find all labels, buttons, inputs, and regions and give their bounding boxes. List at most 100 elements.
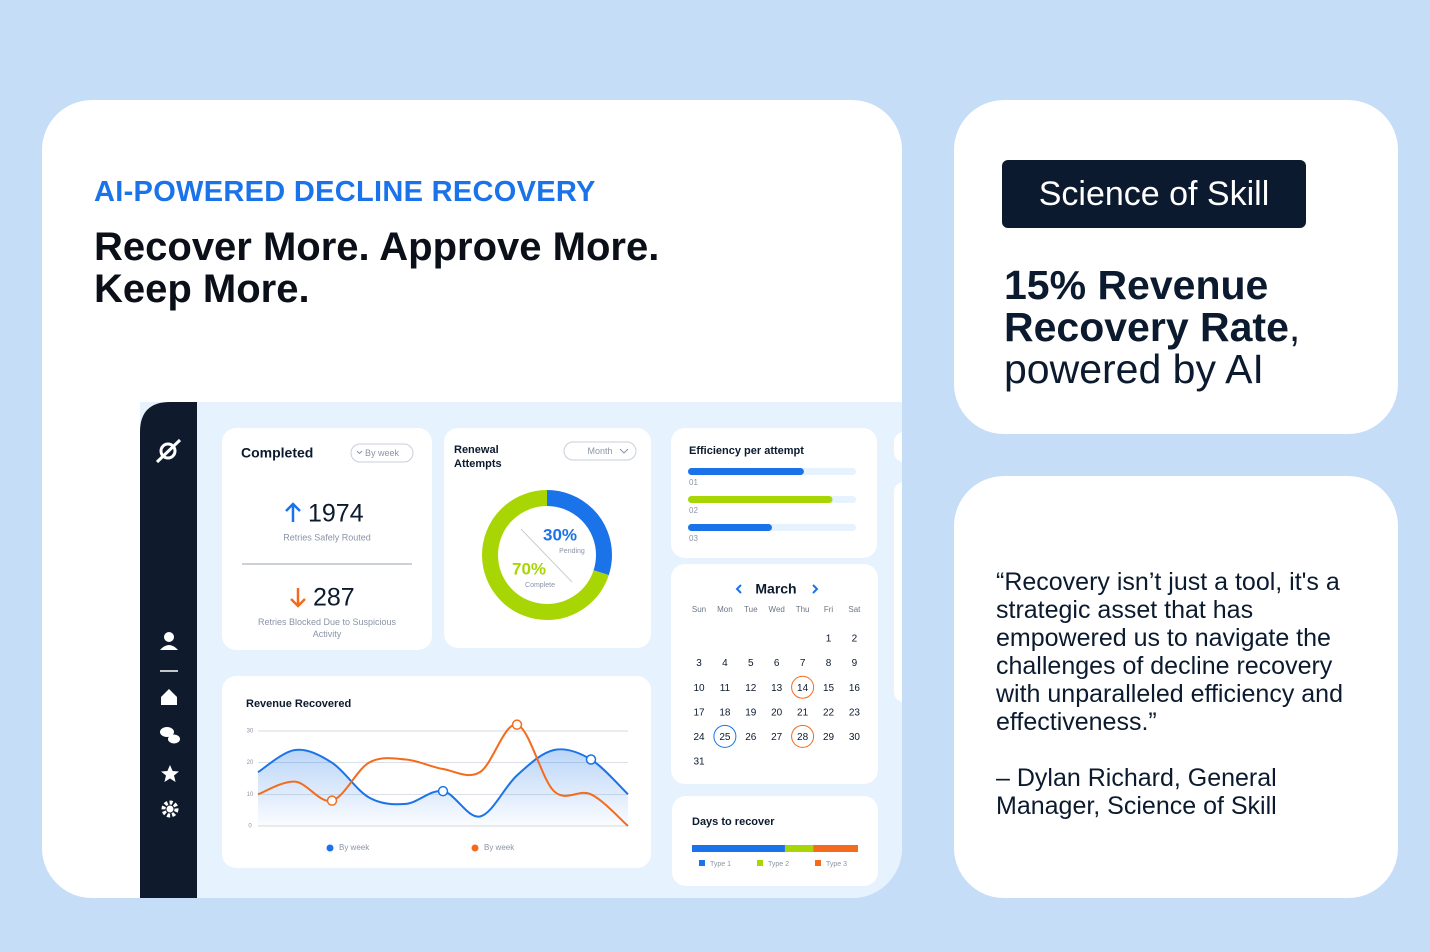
legend-swatch	[815, 860, 821, 866]
weekday: Mon	[717, 605, 733, 614]
prev-month[interactable]	[735, 584, 742, 594]
card-title: Renewal Attempts	[454, 444, 502, 470]
up-arrow	[285, 502, 301, 522]
day[interactable]: 29	[823, 732, 835, 743]
day[interactable]: 19	[745, 707, 757, 718]
day[interactable]: 22	[823, 707, 835, 718]
day[interactable]: 7	[800, 658, 806, 669]
filter-label: By week	[365, 448, 400, 458]
donut-value: 70%	[512, 559, 546, 578]
day[interactable]: 16	[849, 683, 861, 694]
day-highlight	[713, 724, 737, 748]
chevron	[356, 450, 363, 455]
day[interactable]: 5	[748, 658, 754, 669]
quote-card: “Recovery isn’t just a tool, it's a stra…	[954, 476, 1398, 898]
stat-bold: 15% Revenue Recovery Rate	[1004, 262, 1289, 350]
legend-label: By week	[339, 843, 370, 852]
quote: “Recovery isn’t just a tool, it's a stra…	[996, 568, 1371, 820]
day[interactable]: 6	[774, 658, 780, 669]
weekday: Tue	[744, 605, 758, 614]
day[interactable]: 20	[771, 707, 783, 718]
eyebrow: AI-POWERED DECLINE RECOVERY	[94, 176, 596, 208]
weekday: Sun	[692, 605, 706, 614]
day[interactable]: 27	[771, 732, 783, 743]
y-tick-label: 10	[247, 792, 254, 798]
day[interactable]: 3	[696, 658, 702, 669]
metric-value: 1974	[308, 500, 364, 528]
month: March	[755, 581, 796, 597]
next-month[interactable]	[812, 584, 819, 594]
day[interactable]: 25	[719, 732, 731, 743]
day[interactable]: 13	[771, 683, 783, 694]
day[interactable]: 28	[797, 732, 809, 743]
day[interactable]: 31	[693, 757, 705, 768]
card-title-text: Renewal Attempts	[454, 444, 502, 470]
bar-label: 03	[689, 534, 698, 543]
card-title: Days to recover	[692, 816, 775, 828]
y-tick-label: 30	[247, 729, 254, 735]
point-marker	[511, 719, 523, 730]
line	[257, 723, 629, 827]
weekday: Fri	[824, 605, 834, 614]
day[interactable]: 8	[826, 658, 832, 669]
day[interactable]: 2	[852, 634, 858, 645]
legend-label: By week	[484, 843, 515, 852]
legend-swatch	[757, 860, 763, 866]
stacked-segment	[692, 845, 785, 852]
donut-divider	[520, 528, 573, 583]
card-title: Revenue Recovered	[246, 698, 351, 710]
point-marker	[585, 754, 597, 765]
bar	[688, 468, 804, 475]
filter-pill[interactable]	[350, 443, 414, 463]
day[interactable]: 17	[693, 707, 705, 718]
headline-line: Recover More. Approve More.	[94, 225, 660, 269]
day[interactable]: 23	[849, 707, 861, 718]
day[interactable]: 30	[849, 732, 861, 743]
day[interactable]: 12	[745, 683, 757, 694]
headline: Recover More. Approve More. Keep More.	[94, 226, 659, 310]
legend-dot	[471, 844, 479, 852]
day-highlight	[791, 675, 815, 699]
legend-label: Type 2	[768, 861, 789, 868]
metric-label: Retries Safely Routed	[283, 532, 371, 542]
day[interactable]: 26	[745, 732, 757, 743]
sidebar-icons	[155, 438, 182, 818]
y-tick-label: 20	[247, 760, 254, 766]
weekday: Sat	[848, 605, 861, 614]
day[interactable]: 21	[797, 707, 809, 718]
filter-label: Month	[587, 446, 612, 456]
stat: 15% Revenue Recovery Rate, powered by AI	[1004, 264, 1334, 390]
weekday: Thu	[796, 605, 810, 614]
hero-card: AI-POWERED DECLINE RECOVERY Recover More…	[42, 100, 902, 898]
bar	[688, 524, 772, 531]
area	[258, 749, 628, 826]
day[interactable]: 14	[797, 683, 809, 694]
brand-badge: Science of Skill	[1002, 160, 1306, 228]
day-highlight	[791, 724, 815, 748]
day[interactable]: 9	[852, 658, 858, 669]
metric-value: 287	[313, 584, 355, 612]
day[interactable]: 11	[720, 683, 731, 694]
down-arrow	[290, 588, 306, 608]
bar	[688, 496, 833, 503]
stat-rest: , powered by AI	[1004, 304, 1301, 392]
bar-label: 02	[689, 506, 698, 515]
filter-pill[interactable]	[563, 441, 637, 461]
day[interactable]: 10	[693, 683, 705, 694]
point-marker	[437, 785, 449, 797]
point-marker	[326, 795, 338, 806]
legend-label: Type 3	[826, 861, 847, 868]
quote-attribution: – Dylan Richard, General Manager, Scienc…	[996, 764, 1277, 820]
card-title: Efficiency per attempt	[689, 445, 804, 457]
chevron	[619, 448, 629, 454]
day[interactable]: 1	[826, 634, 832, 645]
donut-segment	[482, 490, 612, 620]
day[interactable]: 24	[693, 732, 705, 743]
day[interactable]: 4	[722, 658, 728, 669]
day[interactable]: 15	[823, 683, 835, 694]
metric-label: Retries Blocked Due to Suspicious Activi…	[258, 617, 396, 639]
day[interactable]: 18	[719, 707, 731, 718]
weekday: Wed	[769, 605, 785, 614]
